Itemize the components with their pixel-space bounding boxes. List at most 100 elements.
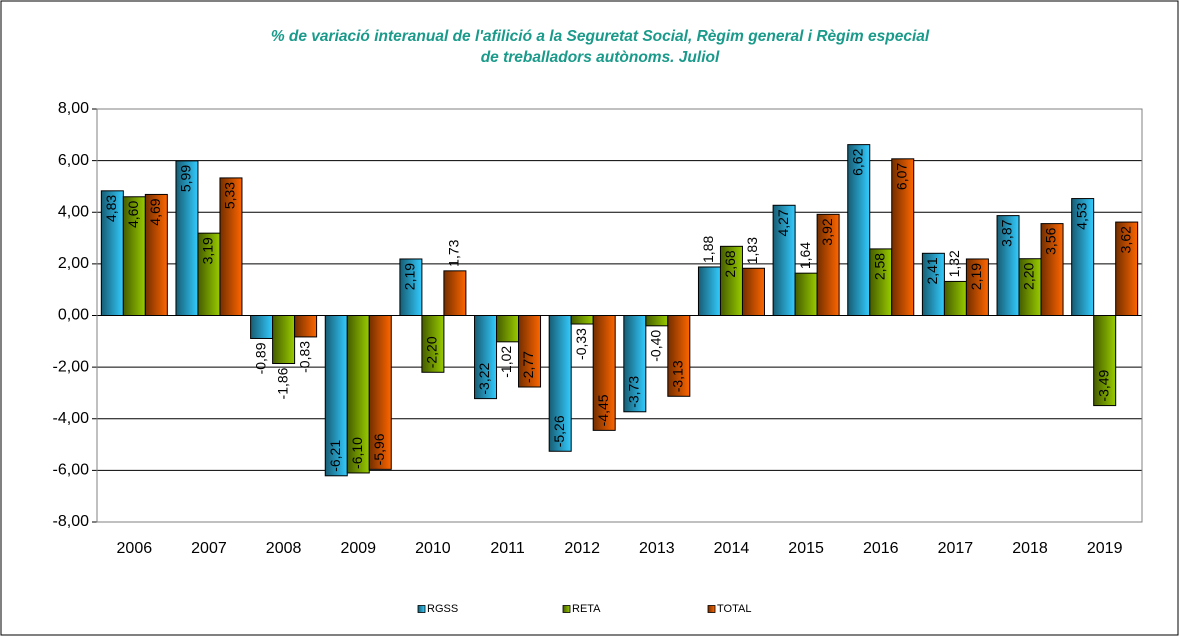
- x-tick-label: 2013: [639, 540, 675, 557]
- bar: [697, 266, 721, 317]
- value-label: 5,99: [178, 165, 194, 192]
- value-label: -0,40: [648, 330, 664, 362]
- value-label: -6,21: [327, 440, 343, 472]
- y-tick-label: -6,00: [53, 462, 90, 479]
- x-tick-label: 2006: [117, 540, 153, 557]
- bar: [1093, 315, 1117, 407]
- value-label: -6,10: [349, 437, 365, 469]
- y-tick-label: -8,00: [53, 513, 90, 530]
- y-tick-label: 2,00: [58, 255, 89, 272]
- bar: [474, 315, 498, 400]
- value-label: -3,22: [476, 362, 492, 394]
- x-tick-label: 2011: [490, 540, 525, 557]
- x-tick-label: 2018: [1012, 540, 1048, 557]
- bar: [1040, 223, 1064, 316]
- value-label: 4,83: [103, 195, 119, 222]
- legend-swatch: [417, 605, 426, 613]
- bar: [794, 272, 818, 317]
- legend-label: RETA: [572, 603, 601, 615]
- value-label: 2,68: [722, 250, 738, 277]
- value-label: -5,96: [371, 433, 387, 465]
- bar: [144, 193, 168, 316]
- bar: [1115, 221, 1139, 316]
- value-label: 2,19: [968, 263, 984, 290]
- bar: [272, 315, 296, 365]
- x-tick-label: 2015: [788, 540, 824, 557]
- bar: [421, 315, 445, 373]
- bar: [816, 213, 840, 316]
- value-label: 2,41: [924, 257, 940, 284]
- value-label: 1,64: [797, 242, 813, 269]
- value-label: -3,73: [626, 376, 642, 408]
- x-tick-label: 2014: [714, 540, 750, 557]
- bar: [443, 270, 467, 316]
- legend-swatch: [562, 605, 571, 613]
- x-tick-label: 2010: [415, 540, 451, 557]
- value-label: -5,26: [551, 415, 567, 447]
- value-label: 1,32: [946, 250, 962, 277]
- legend-swatch: [707, 605, 716, 613]
- x-tick-label: 2008: [266, 540, 302, 557]
- bar: [294, 315, 318, 338]
- value-label: 1,83: [744, 237, 760, 264]
- value-label: -0,83: [296, 341, 312, 373]
- x-tick-label: 2007: [191, 540, 227, 557]
- y-tick-label: -4,00: [53, 410, 90, 427]
- y-tick-label: -2,00: [53, 358, 90, 375]
- value-label: 4,53: [1073, 202, 1089, 229]
- value-label: 2,58: [871, 253, 887, 280]
- bar: [399, 258, 423, 316]
- bar: [623, 315, 647, 413]
- bar: [772, 204, 796, 316]
- bar: [548, 315, 572, 452]
- value-label: 1,73: [446, 239, 462, 266]
- chart-title: de treballadors autònoms. Juliol: [481, 49, 720, 66]
- x-tick-label: 2012: [564, 540, 600, 557]
- bar: [592, 315, 616, 431]
- x-tick-label: 2017: [938, 540, 974, 557]
- value-label: 4,69: [147, 198, 163, 225]
- bar: [847, 144, 871, 316]
- value-label: 3,56: [1043, 227, 1059, 254]
- value-label: -3,49: [1095, 369, 1111, 401]
- value-label: 3,87: [999, 219, 1015, 246]
- value-label: 3,92: [819, 218, 835, 245]
- value-label: -0,89: [252, 342, 268, 374]
- y-tick-label: 4,00: [58, 203, 89, 220]
- value-label: 1,88: [700, 236, 716, 263]
- value-label: -0,33: [573, 328, 589, 360]
- value-label: 5,33: [222, 182, 238, 209]
- x-tick-label: 2009: [340, 540, 376, 557]
- bar: [741, 267, 765, 316]
- value-label: -1,86: [274, 367, 290, 399]
- bar: [518, 315, 542, 388]
- value-label: -3,13: [670, 360, 686, 392]
- legend-label: TOTAL: [717, 603, 751, 615]
- value-label: -4,45: [595, 394, 611, 426]
- value-label: 2,20: [1021, 263, 1037, 290]
- value-label: 6,07: [893, 163, 909, 190]
- value-label: 4,27: [775, 209, 791, 236]
- value-label: -1,02: [498, 346, 514, 378]
- bar: [368, 315, 392, 470]
- x-tick-label: 2019: [1087, 540, 1123, 557]
- y-tick-label: 0,00: [58, 307, 89, 324]
- value-label: 2,19: [402, 263, 418, 290]
- bar: [1071, 198, 1095, 317]
- bar: [965, 258, 989, 316]
- value-label: 6,62: [849, 148, 865, 175]
- y-tick-label: 6,00: [58, 152, 89, 169]
- x-tick-label: 2016: [863, 540, 899, 557]
- bar: [645, 315, 669, 327]
- bar: [891, 158, 915, 316]
- value-label: -2,20: [424, 336, 440, 368]
- bar: [219, 177, 243, 316]
- value-label: 3,62: [1117, 226, 1133, 253]
- y-tick-label: 8,00: [58, 100, 89, 117]
- value-label: 3,19: [200, 237, 216, 264]
- bar: [943, 280, 967, 316]
- value-label: 4,60: [125, 201, 141, 228]
- bar: [570, 315, 594, 325]
- chart-title: % de variació interanual de l'afilició a…: [271, 28, 930, 45]
